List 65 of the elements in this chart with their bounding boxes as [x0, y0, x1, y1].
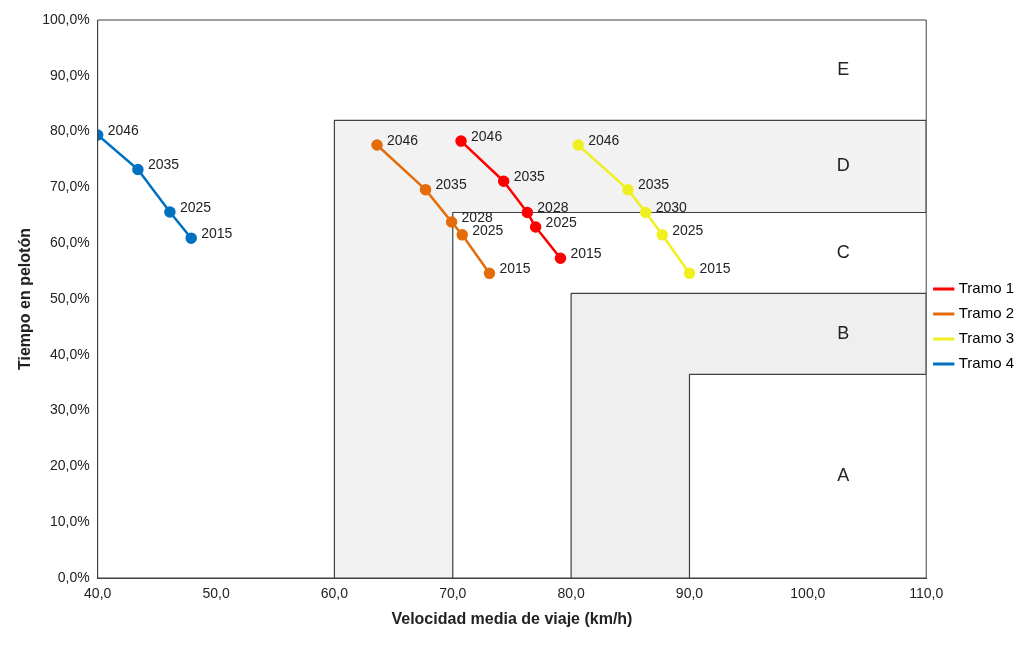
point [455, 135, 467, 147]
annotation: 2046 [387, 131, 419, 148]
y-tick-label: 90,0% [49, 66, 90, 83]
point [639, 206, 652, 219]
annotation: 2046 [588, 131, 620, 148]
legend-label: Tramo 1 [958, 279, 1015, 297]
annotation: C [836, 241, 850, 262]
point [572, 139, 584, 151]
point [371, 139, 383, 151]
y-tick-label: 100,0% [42, 10, 90, 27]
annotation: 2025 [545, 213, 577, 230]
y-tick-label: 60,0% [49, 234, 90, 251]
x-tick-label: 80,0 [557, 585, 585, 602]
x-tick-label: 100,0 [790, 585, 826, 602]
y-tick-label: 30,0% [49, 401, 90, 418]
annotation: 2025 [179, 198, 212, 215]
annotation: 2046 [471, 127, 503, 144]
point [132, 163, 144, 176]
y-tick-label: 70,0% [49, 178, 90, 195]
x-tick-label: 70,0 [439, 585, 467, 602]
y-tick-label: 10,0% [49, 513, 90, 530]
x-tick-label: 40,0 [84, 585, 112, 602]
y-tick-label: 20,0% [49, 457, 90, 474]
legend-label: Tramo 4 [958, 354, 1015, 372]
point [529, 221, 542, 233]
point [483, 267, 496, 280]
x-tick-label: 50,0 [202, 585, 230, 602]
annotation: 2015 [201, 225, 233, 242]
annotation: 2028 [537, 199, 569, 216]
legend-label: Tramo 2 [958, 304, 1015, 322]
point [521, 206, 534, 219]
point [554, 252, 567, 265]
annotation: 2035 [147, 156, 180, 173]
annotation: D [836, 155, 850, 176]
point [683, 267, 696, 280]
y-tick-label: 40,0% [49, 345, 90, 362]
x-tick-label: 90,0 [675, 585, 704, 602]
y-tick-label: 0,0% [57, 568, 90, 585]
point [497, 175, 510, 188]
annotation: 2015 [570, 245, 602, 262]
annotation: 2046 [107, 121, 140, 138]
x-tick-label: 110,0 [909, 585, 944, 602]
point [445, 216, 458, 228]
annotation: B [837, 322, 850, 343]
annotation: 2035 [637, 176, 670, 193]
y-tick-label: 50,0% [49, 289, 90, 306]
annotation: 2025 [672, 221, 704, 238]
annotation: 2035 [513, 168, 546, 185]
y-tick-label: 80,0% [49, 122, 90, 139]
point [622, 183, 634, 196]
x-axis-title: Velocidad media de viaje (km/h) [391, 609, 633, 627]
annotation: 2015 [699, 260, 731, 277]
annotation: E [837, 59, 850, 80]
annotation: A [837, 465, 850, 486]
y-axis-title: Tiempo en pelotón [16, 228, 34, 370]
point [185, 232, 197, 244]
legend-label: Tramo 3 [958, 329, 1015, 347]
x-tick-label: 60,0 [320, 585, 349, 602]
annotation: 2015 [499, 260, 531, 277]
point [164, 206, 176, 218]
point [656, 229, 669, 241]
annotation: 2030 [655, 199, 688, 216]
point [456, 229, 468, 241]
annotation: 2035 [435, 176, 467, 193]
point [419, 183, 432, 196]
